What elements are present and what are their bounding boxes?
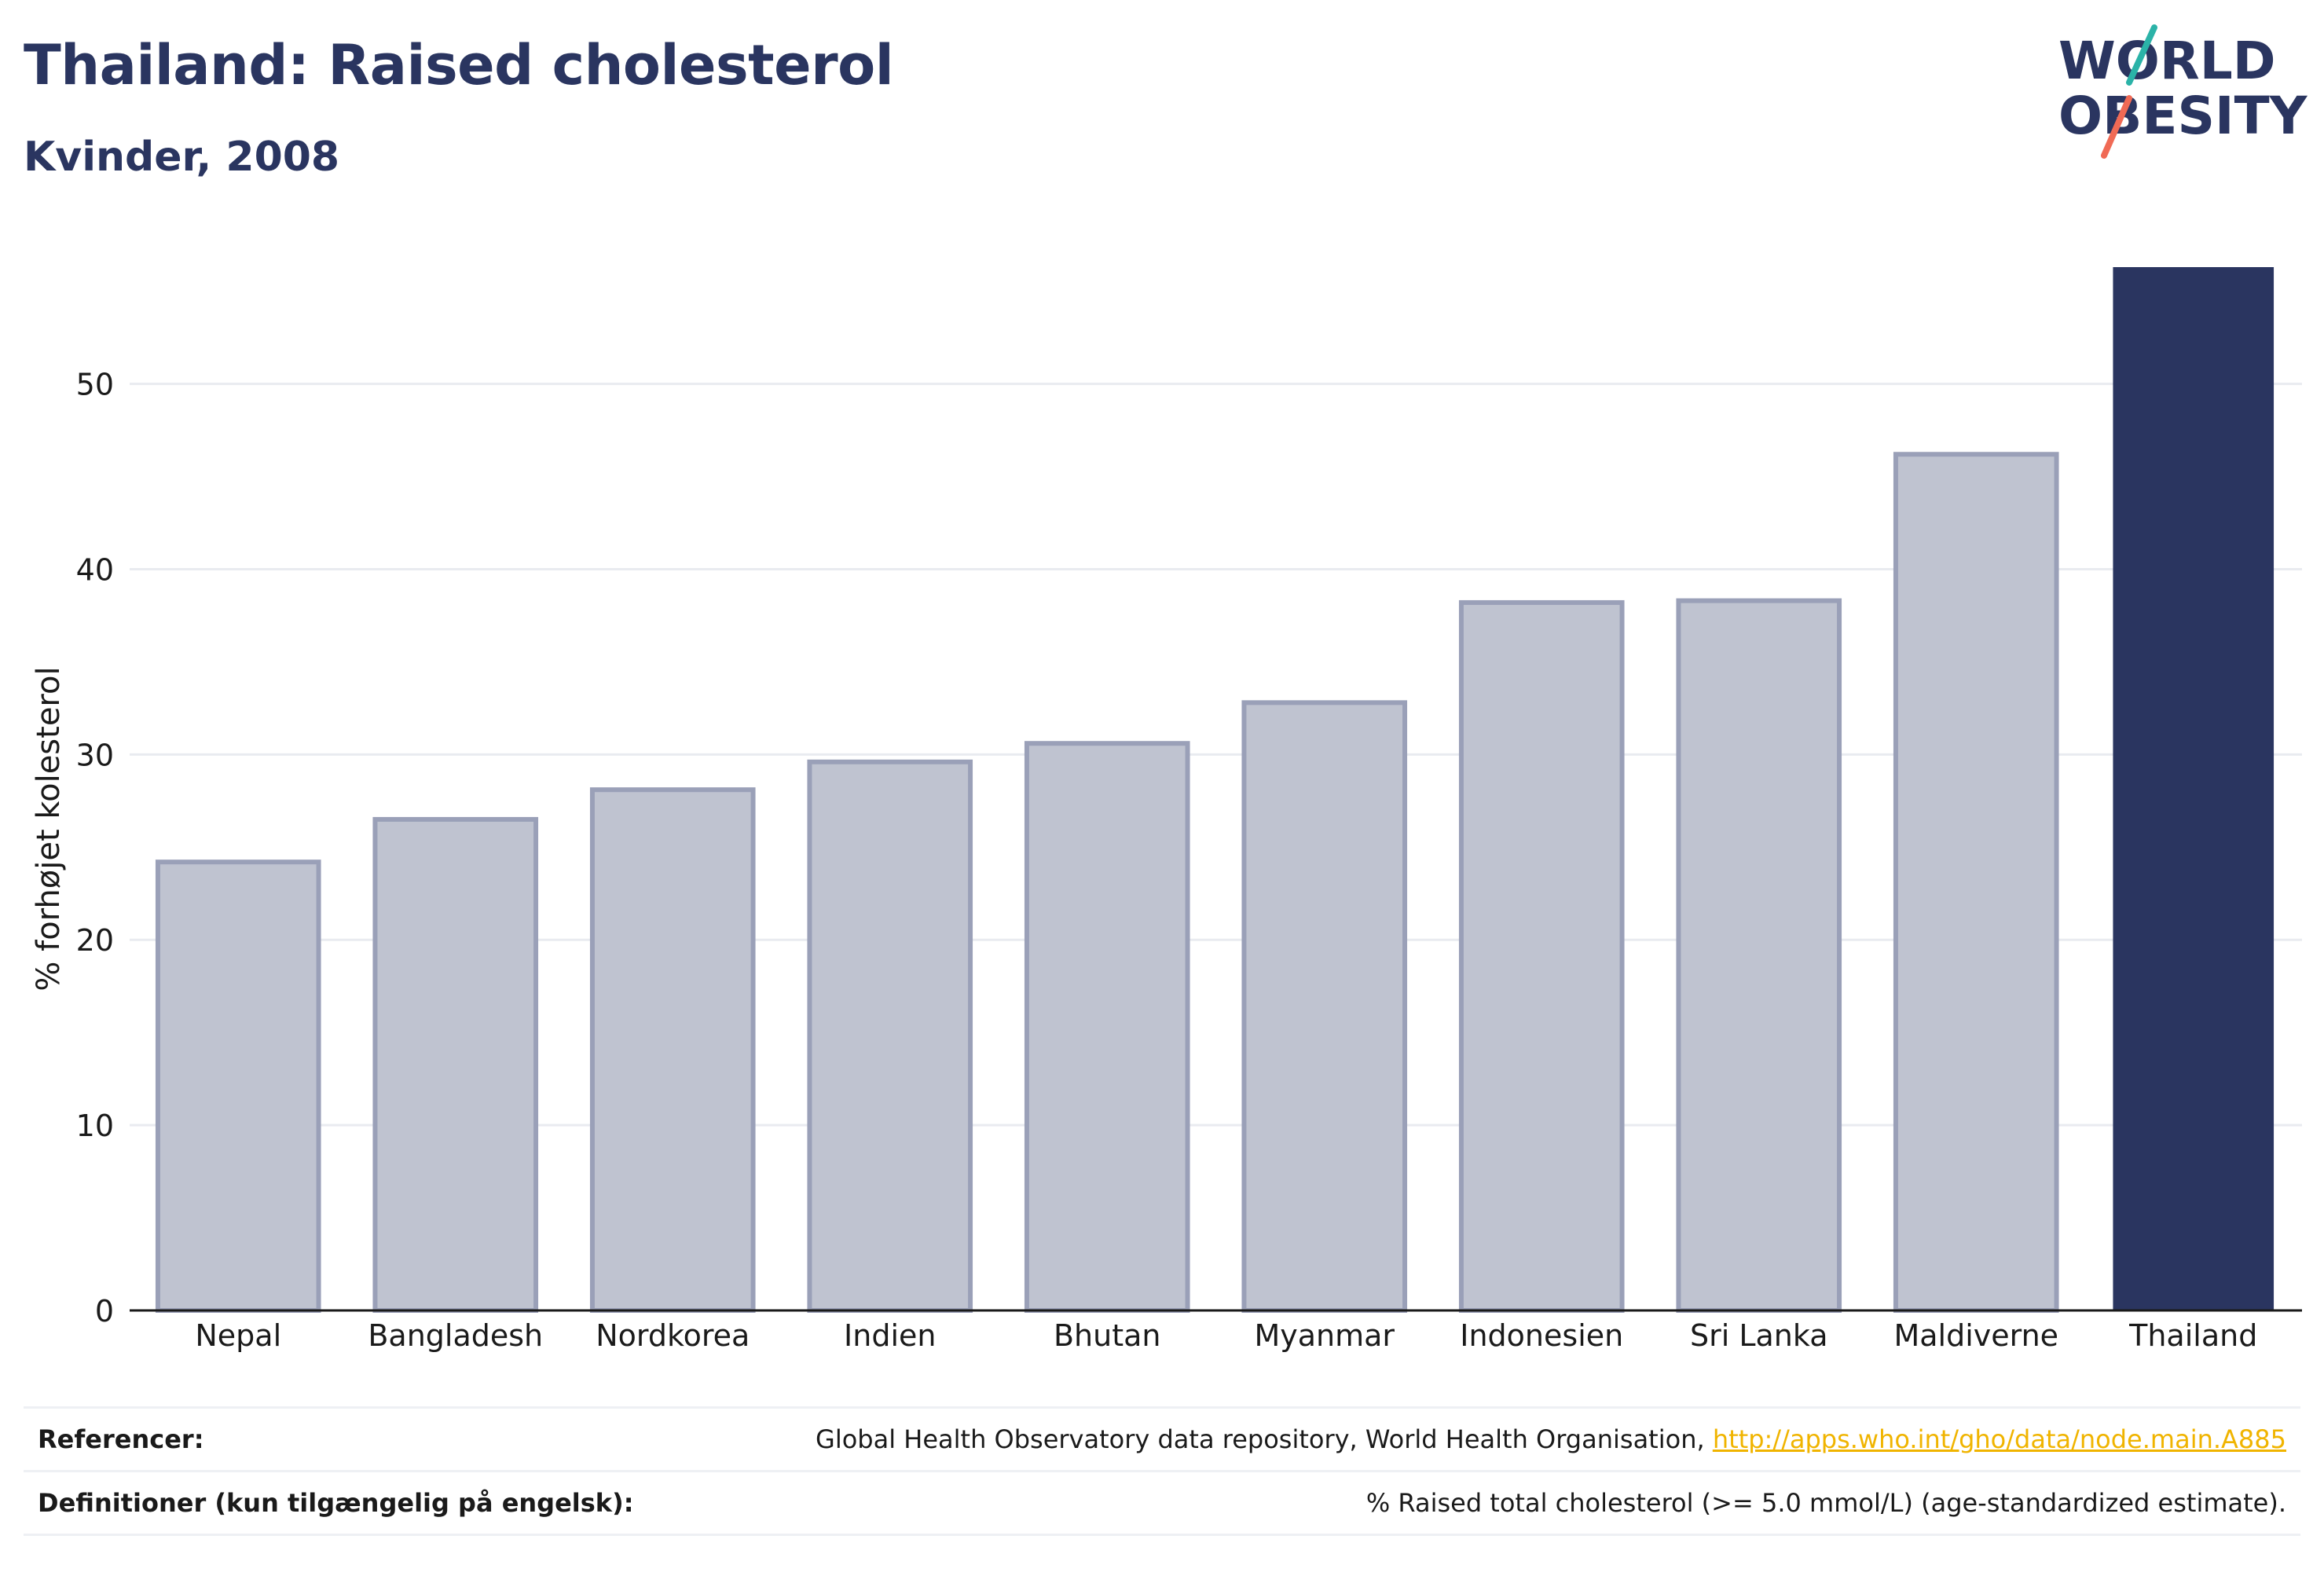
y-axis-label: % forhøjet kolesterol [31, 666, 67, 991]
bar-myanmar [1241, 700, 1408, 1313]
logo-line1: WORLD [2058, 31, 2276, 91]
references-text: Global Health Observatory data repositor… [816, 1424, 1713, 1454]
tick-labels: 0 10 20 30 40 50 Nepal Bangladesh Nordkorea Indie… [76, 368, 2258, 1353]
y-tick-label-4: 40 [76, 552, 114, 587]
x-tick-label-thailand: Thailand [2128, 1318, 2257, 1353]
bar-bhutan [1024, 741, 1190, 1313]
chart-subtitle: Kvinder, 2008 [24, 134, 340, 181]
y-tick-label-2: 20 [76, 923, 114, 958]
y-tick-label-1: 10 [76, 1109, 114, 1143]
footer: Referencer: Global Health Observatory da… [24, 1406, 2300, 1536]
x-tick-label-bhutan: Bhutan [1054, 1318, 1161, 1353]
bar-indien [807, 759, 973, 1313]
logo-slash-top [2126, 24, 2157, 86]
x-tick-label-indien: Indien [844, 1318, 936, 1353]
logo-line2: OBESITY [2058, 86, 2308, 146]
x-tick-label-maldiverne: Maldiverne [1893, 1318, 2058, 1353]
bar-maldiverne [1893, 452, 2059, 1313]
definitions-value: % Raised total cholesterol (>= 5.0 mmol/… [1365, 1488, 2286, 1518]
bar-indonesien [1458, 599, 1625, 1313]
bar-nordkorea [589, 787, 756, 1313]
x-tick-label-bangladesh: Bangladesh [368, 1318, 543, 1353]
x-tick-label-indonesien: Indonesien [1460, 1318, 1623, 1353]
references-row: Referencer: Global Health Observatory da… [24, 1406, 2300, 1470]
y-tick-label-5: 50 [76, 368, 114, 402]
x-tick-label-myanmar: Myanmar [1254, 1318, 1395, 1353]
x-tick-label-nepal: Nepal [195, 1318, 281, 1353]
bar-sri-lanka [1676, 598, 1842, 1313]
bar-thailand [2113, 267, 2275, 1310]
definitions-label: Definitioner (kun tilgængelig på engelsk… [38, 1488, 634, 1518]
chart-title: Thailand: Raised cholesterol [24, 33, 894, 97]
bar-bangladesh [372, 816, 539, 1313]
y-tick-label-0: 0 [95, 1294, 114, 1329]
bar-chart: 0 10 20 30 40 50 Nepal Bangladesh Nordkorea Indie… [31, 267, 2302, 1353]
x-tick-label-sri-lanka: Sri Lanka [1690, 1318, 1828, 1353]
logo-slash-bottom [2101, 95, 2132, 159]
references-label: Referencer: [38, 1424, 204, 1454]
bar-nepal [155, 859, 321, 1313]
definitions-row: Definitioner (kun tilgængelig på engelsk… [24, 1470, 2300, 1536]
y-tick-label-3: 30 [76, 738, 114, 772]
references-link[interactable]: http://apps.who.int/gho/data/node.main.A… [1712, 1424, 2286, 1454]
world-obesity-logo: WORLD OBESITY [2058, 24, 2308, 159]
bars [155, 267, 2275, 1313]
references-value: Global Health Observatory data repositor… [816, 1424, 2300, 1454]
x-tick-label-nordkorea: Nordkorea [596, 1318, 750, 1353]
